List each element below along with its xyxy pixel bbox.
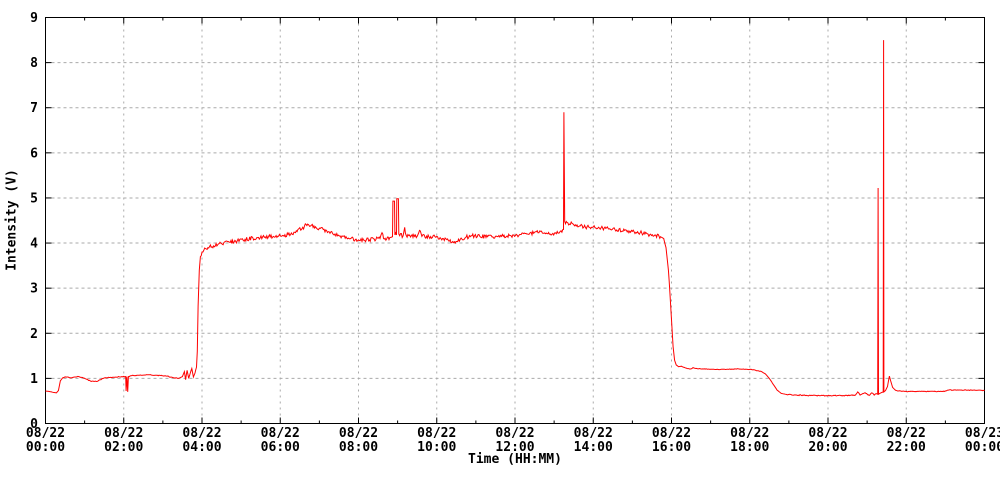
x-tick-label-date: 08/22 <box>574 426 613 441</box>
y-tick-label: 8 <box>30 56 38 71</box>
x-tick-label-date: 08/22 <box>182 426 221 441</box>
y-tick-labels: 0 1 2 3 4 5 6 7 8 9 <box>30 11 38 432</box>
y-tick-label: 4 <box>30 237 38 252</box>
x-tick-label-time: 02:00 <box>104 440 143 455</box>
x-tick-label-time: 22:00 <box>887 440 926 455</box>
x-tick-label-date: 08/22 <box>495 426 534 441</box>
x-tick-label-date: 08/22 <box>730 426 769 441</box>
intensity-trace-line <box>45 40 985 397</box>
y-tick-label: 9 <box>30 11 38 26</box>
y-tick-label: 1 <box>30 372 38 387</box>
x-tick-label-date: 08/22 <box>887 426 926 441</box>
plot-border <box>45 17 985 424</box>
x-axis-title: Time (HH:MM) <box>468 452 562 467</box>
x-tick-label-time: 04:00 <box>182 440 221 455</box>
y-tick-label: 2 <box>30 327 38 342</box>
x-tick-labels: 08/2200:0008/2202:0008/2204:0008/2206:00… <box>26 426 1000 455</box>
x-tick-label-date: 08/22 <box>808 426 847 441</box>
y-tick-label: 6 <box>30 146 38 161</box>
x-tick-label-date: 08/22 <box>104 426 143 441</box>
y-tick-label: 3 <box>30 282 38 297</box>
x-tick-label-date: 08/23 <box>965 426 1000 441</box>
x-tick-label-time: 14:00 <box>574 440 613 455</box>
x-tick-label-time: 16:00 <box>652 440 691 455</box>
x-tick-label-time: 08:00 <box>339 440 378 455</box>
grid-lines <box>45 17 985 424</box>
x-tick-label-time: 00:00 <box>965 440 1000 455</box>
y-tick-label: 5 <box>30 191 38 206</box>
x-tick-label-time: 12:00 <box>495 440 534 455</box>
y-tick-label: 0 <box>30 417 38 432</box>
x-tick-label-time: 18:00 <box>730 440 769 455</box>
y-tick-label: 7 <box>30 101 38 116</box>
x-tick-label-date: 08/22 <box>26 426 65 441</box>
x-tick-label-date: 08/22 <box>339 426 378 441</box>
x-tick-label-date: 08/22 <box>417 426 456 441</box>
y-axis-title: Intensity (V) <box>4 169 20 271</box>
x-tick-label-time: 20:00 <box>808 440 847 455</box>
x-tick-label-date: 08/22 <box>261 426 300 441</box>
x-tick-label-time: 00:00 <box>26 440 65 455</box>
x-tick-label-time: 10:00 <box>417 440 456 455</box>
x-tick-label-date: 08/22 <box>652 426 691 441</box>
x-tick-label-time: 06:00 <box>261 440 300 455</box>
